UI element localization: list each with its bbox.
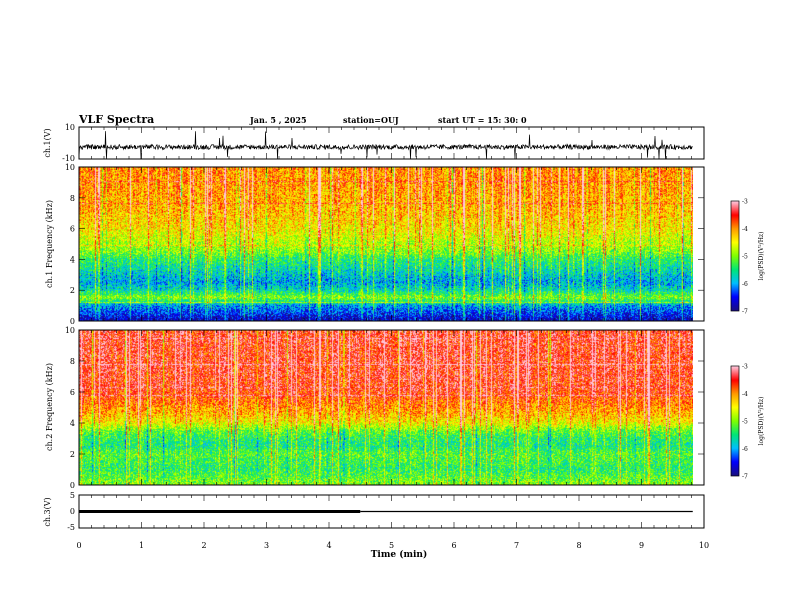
colorbar-tick-label: -5	[742, 254, 748, 261]
x-tick-label: 8	[576, 541, 581, 550]
colorbar-tick-label: -3	[742, 199, 748, 206]
ch3-waveform-panel: 5 0 -5 ch.3(V)	[43, 491, 705, 532]
colorbar-tick-label: -6	[742, 446, 748, 453]
x-tick-label: 9	[639, 541, 644, 550]
ch1-ytick-top: 10	[65, 123, 75, 132]
ch1-waveform-ylabel: ch.1(V)	[43, 128, 52, 157]
x-tick-label: 4	[326, 541, 331, 550]
y-tick-label: 4	[70, 419, 75, 428]
start-ut-label: start UT = 15: 30: 0	[438, 115, 527, 125]
y-tick-label: 4	[70, 255, 75, 264]
figure-title: VLF Spectra	[78, 113, 154, 126]
y-tick-label: 8	[70, 357, 75, 366]
x-tick-label: 0	[76, 541, 81, 550]
colorbar-tick-label: -7	[742, 474, 748, 481]
x-axis-label: Time (min)	[371, 549, 428, 560]
colorbar-tick-label: -4	[742, 391, 748, 398]
ch1-spectrogram-ylabel: ch.1 Frequency (kHz)	[45, 200, 54, 288]
ch1-waveform-panel: 10 -10 ch.1(V)	[43, 123, 705, 163]
x-tick-label: 5	[389, 541, 394, 550]
y-tick-label: 6	[70, 388, 75, 397]
date-label: Jan. 5 , 2025	[249, 115, 307, 125]
x-tick-label: 10	[699, 541, 709, 550]
ch2-spectrogram-image	[79, 330, 693, 485]
ch1-colorbar-gradient	[731, 201, 739, 311]
colorbar-tick-label: -7	[742, 309, 748, 316]
y-tick-label: 0	[70, 481, 75, 490]
ch2-colorbar-label: log(PSD)(V²/Hz)	[758, 397, 765, 446]
y-tick-label: 6	[70, 225, 75, 234]
ch2-spectrogram-ylabel: ch.2 Frequency (kHz)	[45, 363, 54, 451]
y-tick-label: 2	[70, 450, 75, 459]
ch1-ytick-bottom: -10	[62, 154, 75, 163]
ch2-colorbar-gradient	[731, 366, 739, 476]
station-label: station=OUJ	[343, 115, 399, 125]
x-tick-label: 3	[264, 541, 269, 550]
ch2-colorbar: -3 -4 -5 -6 -7 log(PSD)(V²/Hz)	[730, 364, 765, 481]
ch1-spectrogram-image	[79, 167, 693, 321]
ch3-waveform-ylabel: ch.3(V)	[43, 497, 52, 526]
y-tick-label: 8	[70, 194, 75, 203]
y-tick-label: 2	[70, 286, 75, 295]
ch3-ytick-top: 5	[70, 491, 75, 500]
ch1-colorbar: -3 -4 -5 -6 -7 log(PSD)(V²/Hz)	[730, 199, 765, 316]
x-tick-label: 1	[139, 541, 144, 550]
ch1-waveform-line	[78, 131, 693, 160]
x-tick-label: 7	[514, 541, 519, 550]
ch1-spectrogram-panel: 0 2 4 6 8 10 ch.1 Frequency (kHz)	[45, 163, 705, 326]
y-tick-label: 10	[65, 163, 75, 172]
colorbar-tick-label: -4	[742, 226, 748, 233]
ch3-ytick-mid: 0	[70, 507, 75, 516]
colorbar-tick-label: -6	[742, 281, 748, 288]
x-tick-label: 6	[451, 541, 456, 550]
ch2-spectrogram-panel: 0 2 4 6 8 10 ch.2 Frequency (kHz)	[45, 326, 705, 490]
ch1-colorbar-label: log(PSD)(V²/Hz)	[758, 232, 765, 281]
colorbar-tick-label: -5	[742, 419, 748, 426]
ch3-ytick-bottom: -5	[67, 523, 75, 532]
y-tick-label: 0	[70, 317, 75, 326]
colorbar-tick-label: -3	[742, 364, 748, 371]
y-tick-label: 10	[65, 326, 75, 335]
x-tick-label: 2	[201, 541, 206, 550]
